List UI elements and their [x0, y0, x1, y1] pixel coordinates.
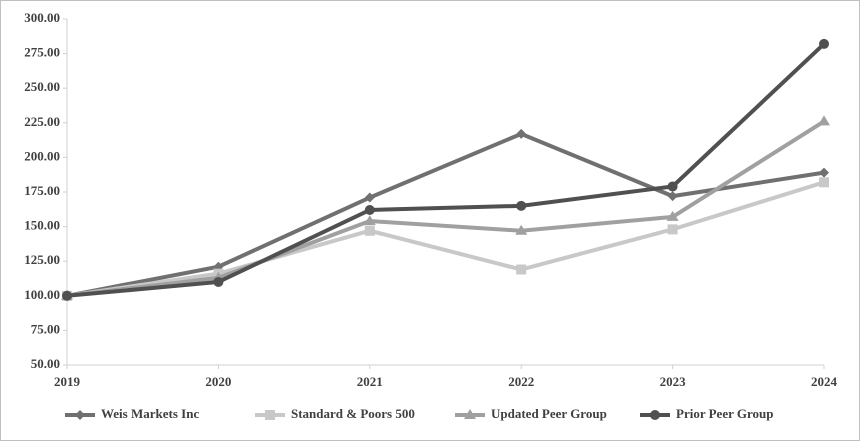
- data-point: [516, 128, 527, 139]
- y-tick-label: 200.00: [24, 148, 60, 163]
- data-point: [515, 224, 528, 235]
- legend-marker: [75, 410, 85, 420]
- x-tick-label: 2019: [54, 374, 81, 389]
- y-tick-label: 100.00: [24, 287, 60, 302]
- legend-marker: [650, 410, 660, 420]
- data-point: [364, 192, 375, 203]
- y-tick-label: 125.00: [24, 252, 60, 267]
- data-point: [666, 210, 679, 221]
- data-point: [667, 181, 678, 192]
- data-point: [516, 200, 527, 211]
- data-point: [667, 191, 678, 202]
- y-tick-label: 150.00: [24, 218, 60, 233]
- y-tick-label: 275.00: [24, 45, 60, 60]
- legend-label: Prior Peer Group: [676, 406, 773, 421]
- y-tick-label: 75.00: [31, 321, 60, 336]
- x-tick-label: 2024: [811, 374, 838, 389]
- y-tick-label: 225.00: [24, 114, 60, 129]
- legend-label: Updated Peer Group: [491, 406, 607, 421]
- x-tick-label: 2021: [357, 374, 383, 389]
- x-tick-label: 2020: [205, 374, 231, 389]
- legend-marker: [265, 410, 275, 420]
- y-tick-label: 50.00: [31, 356, 60, 371]
- data-point: [667, 224, 678, 235]
- data-point: [516, 264, 527, 275]
- y-tick-label: 175.00: [24, 183, 60, 198]
- data-point: [363, 215, 376, 226]
- y-tick-label: 300.00: [24, 10, 60, 25]
- series-line: [66, 42, 826, 298]
- legend-marker: [464, 409, 476, 419]
- x-tick-label: 2022: [508, 374, 534, 389]
- data-point: [819, 177, 829, 188]
- series-line: [66, 131, 825, 298]
- data-point: [819, 38, 829, 49]
- series-line: [66, 119, 826, 298]
- data-point: [62, 290, 72, 301]
- data-point: [364, 225, 375, 236]
- legend-label: Standard & Poors 500: [291, 406, 415, 421]
- y-tick-label: 250.00: [24, 79, 60, 94]
- series-line: [66, 180, 825, 298]
- data-point: [213, 276, 224, 287]
- data-point: [364, 204, 375, 215]
- data-point: [819, 167, 829, 178]
- x-tick-label: 2023: [660, 374, 687, 389]
- data-point: [818, 115, 830, 126]
- legend-label: Weis Markets Inc: [101, 406, 199, 421]
